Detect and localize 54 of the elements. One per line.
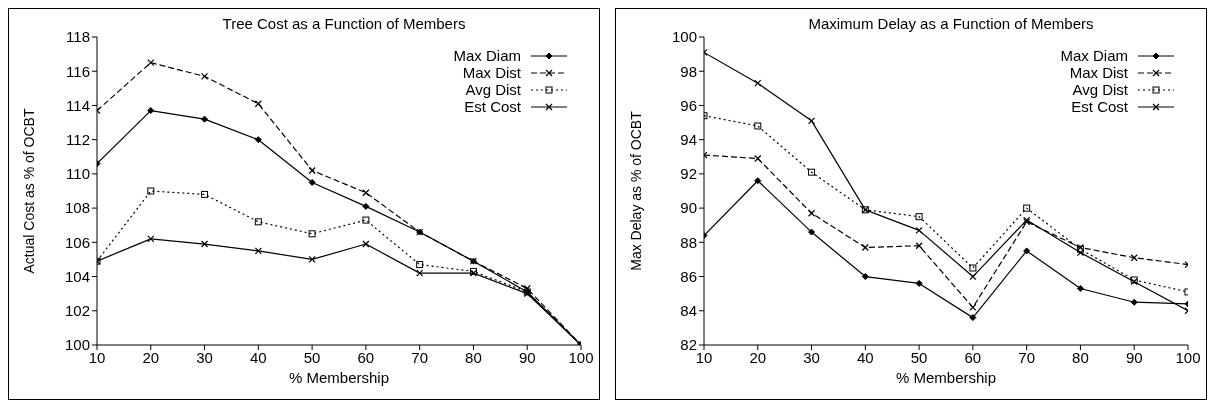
x-tick-label: 50 (303, 348, 321, 366)
x-tick-label: 70 (411, 348, 429, 366)
y-tick-label: 116 (66, 62, 90, 80)
x-tick-label: 30 (196, 348, 213, 366)
x-tick-label: 50 (910, 348, 928, 366)
y-axis-title: Max Delay as % of OCBT (627, 110, 644, 271)
x-tick-label: 20 (142, 348, 160, 366)
x-tick-label: 80 (465, 348, 482, 366)
y-tick-label: 110 (66, 165, 90, 183)
y-tick-label: 114 (66, 96, 90, 114)
x-tick-label: 10 (88, 348, 106, 366)
legend-label: Avg Dist (465, 81, 521, 98)
y-tick-label: 106 (64, 233, 90, 251)
y-tick-label: 100 (671, 28, 697, 46)
y-tick-label: 98 (680, 62, 697, 80)
y-tick-label: 112 (66, 130, 90, 148)
y-tick-label: 94 (680, 130, 697, 148)
legend-label: Est Cost (464, 98, 521, 115)
chart-title: Tree Cost as a Function of Members (221, 15, 467, 32)
x-tick-label: 40 (249, 348, 267, 366)
legend-label: Max Diam (453, 47, 521, 64)
x-tick-label: 100 (568, 348, 594, 366)
y-tick-label: 82 (680, 336, 697, 354)
y-tick-label: 96 (680, 96, 697, 114)
y-tick-label: 92 (680, 165, 697, 183)
x-tick-label: 100 (1175, 348, 1201, 366)
x-axis-title: % Membership (288, 369, 390, 386)
y-tick-label: 100 (64, 336, 90, 354)
x-tick-label: 60 (964, 348, 982, 366)
x-tick-label: 90 (1125, 348, 1143, 366)
legend-label: Max Diam (1060, 47, 1128, 64)
x-tick-label: 90 (518, 348, 536, 366)
y-tick-label: 118 (66, 28, 90, 46)
legend-label: Est Cost (1071, 98, 1128, 115)
y-axis-title: Actual Cost as % of OCBT (20, 108, 37, 274)
y-tick-label: 104 (64, 267, 90, 285)
y-tick-label: 90 (680, 199, 697, 217)
y-tick-label: 108 (64, 199, 90, 217)
x-tick-label: 30 (803, 348, 820, 366)
chart-title: Maximum Delay as a Function of Members (807, 15, 1095, 32)
x-tick-label: 70 (1018, 348, 1036, 366)
x-tick-label: 60 (357, 348, 375, 366)
x-tick-label: 40 (856, 348, 874, 366)
y-tick-label: 84 (680, 302, 697, 320)
y-tick-label: 102 (64, 302, 90, 320)
y-tick-label: 88 (680, 233, 697, 251)
x-tick-label: 20 (749, 348, 767, 366)
legend-label: Avg Dist (1072, 81, 1128, 98)
y-tick-label: 86 (680, 267, 697, 285)
legend-label: Max Dist (1069, 64, 1128, 81)
legend-label: Max Dist (462, 64, 521, 81)
x-tick-label: 80 (1072, 348, 1089, 366)
x-axis-title: % Membership (895, 369, 997, 386)
x-tick-label: 10 (695, 348, 713, 366)
